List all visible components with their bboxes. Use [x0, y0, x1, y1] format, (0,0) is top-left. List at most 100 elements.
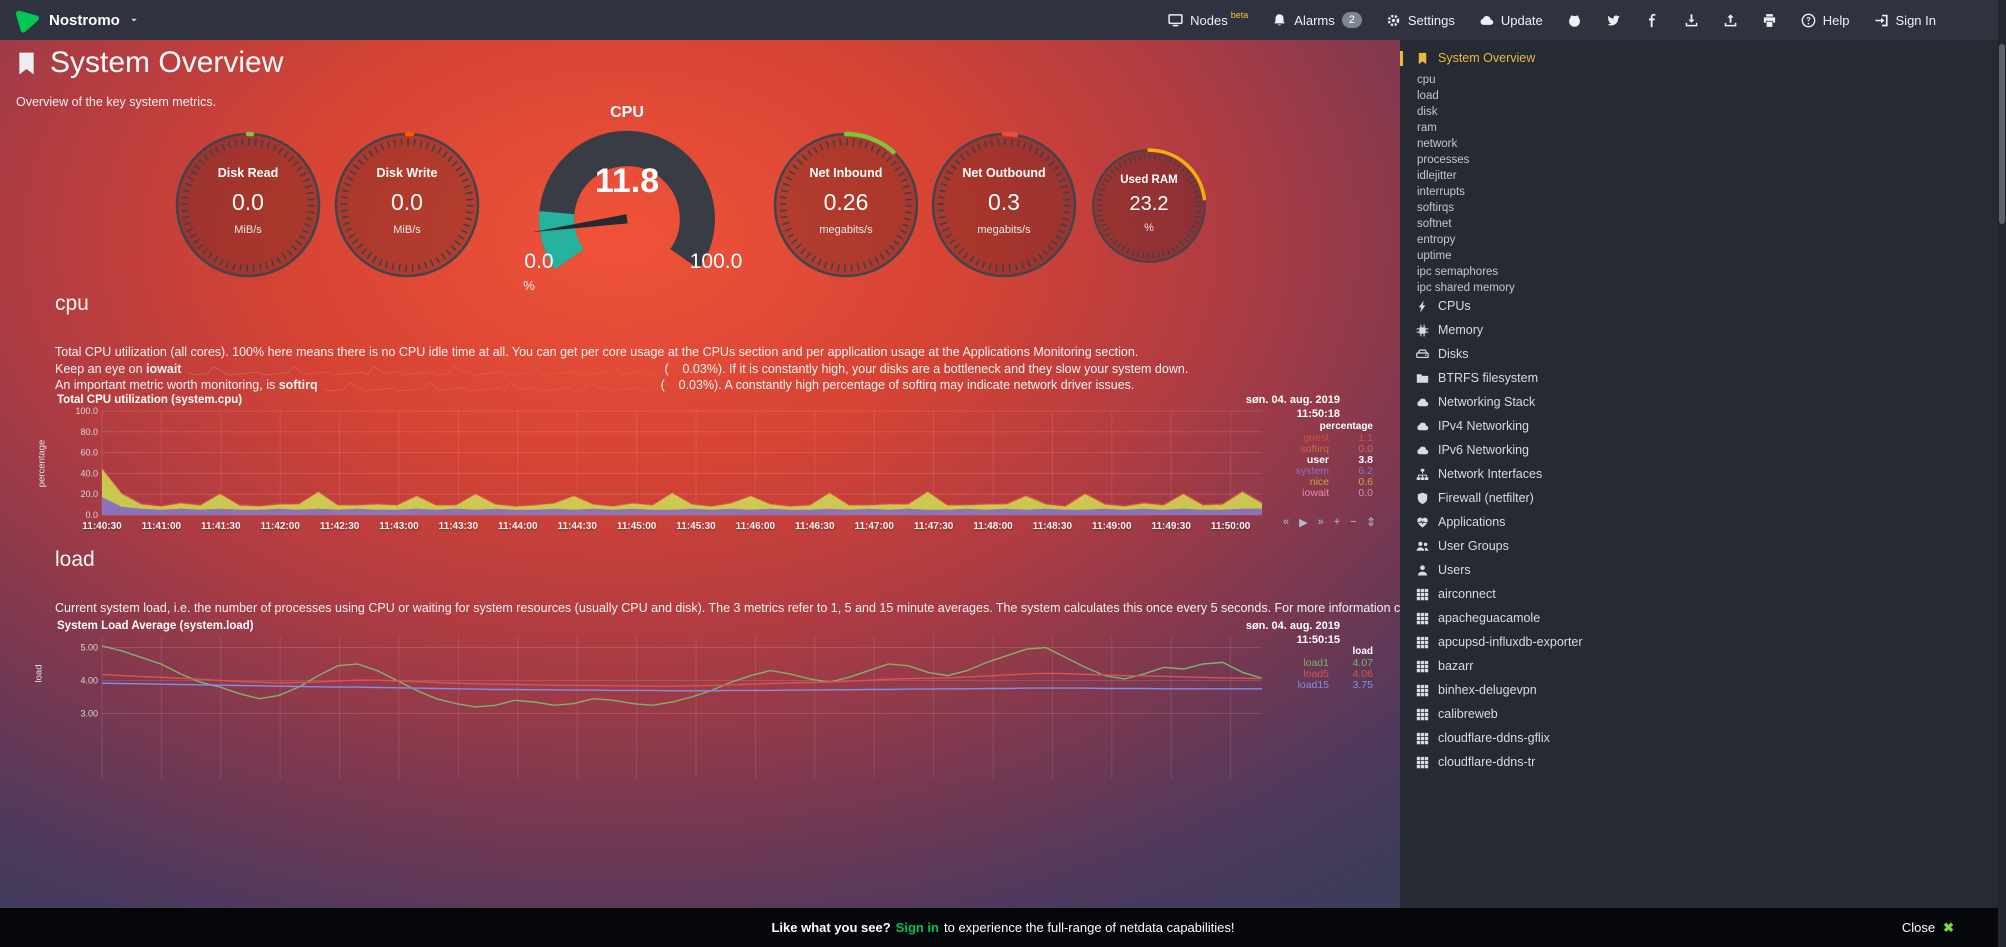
- topbar-signin-button[interactable]: Sign In: [1874, 13, 1936, 28]
- cpu-gauge[interactable]: CPU 11.8 0.0 100.0 %: [502, 104, 752, 306]
- sidebar-item-networking-stack[interactable]: Networking Stack: [1400, 392, 1595, 416]
- sidebar-item-memory[interactable]: Memory: [1400, 320, 1595, 344]
- sidebar-item-binhex-delugevpn[interactable]: binhex-delugevpn: [1400, 680, 1595, 704]
- user-icon: [1416, 564, 1429, 580]
- sidebar-item-firewall-netfilter-[interactable]: Firewall (netfilter): [1400, 488, 1595, 512]
- sidebar-item-cloudflare-ddns-gflix[interactable]: cloudflare-ddns-gflix: [1400, 728, 1595, 752]
- topbar-facebook-button[interactable]: [1645, 13, 1660, 28]
- facebook-icon: [1645, 13, 1660, 28]
- cpu-gauge-title: CPU: [610, 104, 644, 121]
- cpu-chart-plot[interactable]: 0.0 20.0 40.0 60.0 80.0 100.0: [57, 407, 1262, 523]
- sidebar-item-network[interactable]: network: [1400, 136, 1998, 152]
- sidebar-item-label: ipc semaphores: [1417, 265, 1499, 278]
- legend-row-system[interactable]: system 6.2: [1215, 466, 1373, 477]
- gauge-ring: [772, 131, 920, 279]
- topbar-export-snapshot-button[interactable]: [1723, 13, 1738, 28]
- cpu-chart-resize-handle[interactable]: ⇕: [1366, 515, 1377, 529]
- legend-row-user[interactable]: user 3.8: [1215, 455, 1373, 466]
- topbar-import-snapshot-button[interactable]: [1684, 13, 1699, 28]
- sidebar-item-ipv6-networking[interactable]: IPv6 Networking: [1400, 440, 1595, 464]
- gauge-disk-write[interactable]: Disk Write 0.0 MiB/s: [332, 130, 482, 280]
- chart-toolbox-button-3[interactable]: +: [1333, 516, 1341, 528]
- sidebar-item-interrupts[interactable]: interrupts: [1400, 184, 1998, 200]
- load-legend: load1 4.07 load5 4.06 load15 3.75: [1215, 658, 1373, 691]
- legend-row-guest[interactable]: guest 1.1: [1215, 433, 1373, 444]
- topbar-github-button[interactable]: [1567, 13, 1582, 28]
- desc-text: An important metric worth monitoring, is: [55, 378, 279, 392]
- gauge-disk-read[interactable]: Disk Read 0.0 MiB/s: [173, 130, 323, 280]
- sidebar-item-softnet[interactable]: softnet: [1400, 216, 1998, 232]
- chart-toolbox-button-2[interactable]: »: [1317, 516, 1324, 528]
- legend-value: 4.07: [1352, 657, 1373, 669]
- sidebar-item-btrfs-filesystem[interactable]: BTRFS filesystem: [1400, 368, 1595, 392]
- legend-row-nice[interactable]: nice 0.6: [1215, 477, 1373, 488]
- sidebar-item-label: BTRFS filesystem: [1438, 371, 1539, 385]
- sidebar-item-apcupsd-influxdb-exporter[interactable]: apcupsd-influxdb-exporter: [1400, 632, 1595, 656]
- sidebar-item-calibreweb[interactable]: calibreweb: [1400, 704, 1595, 728]
- legend-row-load5[interactable]: load5 4.06: [1215, 669, 1373, 680]
- sidebar-item-applications[interactable]: Applications: [1400, 512, 1595, 536]
- sidebar-item-label: ram: [1417, 121, 1437, 134]
- gauge-net-inbound[interactable]: Net Inbound 0.26 megabits/s: [771, 130, 921, 280]
- sidebar-item-cpus[interactable]: CPUs: [1400, 296, 1595, 320]
- sidebar-item-system-overview[interactable]: System Overview: [1400, 48, 1595, 72]
- sidebar-item-load[interactable]: load: [1400, 88, 1998, 104]
- sidebar-item-ipv4-networking[interactable]: IPv4 Networking: [1400, 416, 1595, 440]
- topbar-settings-button[interactable]: Settings: [1386, 13, 1455, 28]
- grid-icon: [1416, 708, 1429, 724]
- sidebar-item-bazarr[interactable]: bazarr: [1400, 656, 1595, 680]
- x-tick-label: 11:50:00: [1210, 521, 1251, 532]
- desc-text: Current system load, i.e. the number of …: [55, 601, 1454, 615]
- load-y-axis-label: load: [33, 664, 45, 683]
- cloud-icon: [1416, 444, 1429, 460]
- sidebar-item-cloudflare-ddns-tr[interactable]: cloudflare-ddns-tr: [1400, 752, 1595, 776]
- sidebar-item-network-interfaces[interactable]: Network Interfaces: [1400, 464, 1595, 488]
- date-label: søn. 04. aug. 2019: [1245, 620, 1340, 632]
- legend-row-load1[interactable]: load1 4.07: [1215, 658, 1373, 669]
- sidebar-item-disks[interactable]: Disks: [1400, 344, 1595, 368]
- legend-row-softirq[interactable]: softirq 0.0: [1215, 444, 1373, 455]
- sidebar-item-ipc-semaphores[interactable]: ipc semaphores: [1400, 264, 1998, 280]
- topbar-nodes-button[interactable]: Nodes beta: [1168, 10, 1248, 28]
- svg-text:100.0: 100.0: [75, 407, 98, 416]
- sidebar-item-airconnect[interactable]: airconnect: [1400, 584, 1595, 608]
- signin-icon: [1874, 13, 1889, 28]
- page-scrollbar[interactable]: [1998, 0, 2006, 947]
- signin-link[interactable]: Sign in: [895, 920, 939, 935]
- topbar-help-button[interactable]: Help: [1801, 13, 1850, 28]
- sidebar-item-disk[interactable]: disk: [1400, 104, 1998, 120]
- sidebar-item-label: User Groups: [1438, 539, 1509, 553]
- sidebar-item-ram[interactable]: ram: [1400, 120, 1998, 136]
- sidebar-item-ipc-shared-memory[interactable]: ipc shared memory: [1400, 280, 1998, 296]
- gauge-net-outbound[interactable]: Net Outbound 0.3 megabits/s: [929, 130, 1079, 280]
- topbar-print-button[interactable]: [1762, 13, 1777, 28]
- sidebar-item-idlejitter[interactable]: idlejitter: [1400, 168, 1998, 184]
- chart-toolbox-button-0[interactable]: «: [1283, 516, 1290, 528]
- sidebar-item-softirqs[interactable]: softirqs: [1400, 200, 1998, 216]
- legend-row-iowait[interactable]: iowait 0.0: [1215, 488, 1373, 499]
- topbar-alarms-button[interactable]: Alarms 2: [1272, 12, 1362, 28]
- sidebar-item-cpu[interactable]: cpu: [1400, 72, 1998, 88]
- scrollbar-thumb[interactable]: [1999, 44, 2005, 224]
- cpu-gauge-value: 11.8: [594, 162, 660, 200]
- sidebar-item-uptime[interactable]: uptime: [1400, 248, 1998, 264]
- node-selector[interactable]: Nostromo: [14, 7, 139, 33]
- x-tick-label: 11:44:30: [557, 521, 597, 532]
- gauge-value: 0.0: [232, 189, 264, 215]
- gauge-ring: [1091, 148, 1207, 264]
- sidebar-item-users[interactable]: Users: [1400, 560, 1595, 584]
- topbar-update-button[interactable]: Update: [1479, 13, 1543, 28]
- sidebar-item-processes[interactable]: processes: [1400, 152, 1998, 168]
- close-label: Close: [1901, 920, 1936, 935]
- topbar-twitter-button[interactable]: [1606, 13, 1621, 28]
- close-banner-button[interactable]: Close ✖: [1902, 920, 1954, 936]
- sidebar-item-apacheguacamole[interactable]: apacheguacamole: [1400, 608, 1595, 632]
- chart-toolbox-button-1[interactable]: ▶: [1299, 517, 1308, 529]
- sidebar-item-user-groups[interactable]: User Groups: [1400, 536, 1595, 560]
- legend-row-load15[interactable]: load15 3.75: [1215, 680, 1373, 691]
- gauge-used-ram[interactable]: Used RAM 23.2%: [1090, 147, 1208, 265]
- chart-toolbox-button-4[interactable]: −: [1350, 516, 1357, 528]
- sidebar-item-label: interrupts: [1417, 185, 1465, 198]
- load-chart-plot[interactable]: 5.00 4.00 3.00: [57, 634, 1262, 784]
- sidebar-item-entropy[interactable]: entropy: [1400, 232, 1998, 248]
